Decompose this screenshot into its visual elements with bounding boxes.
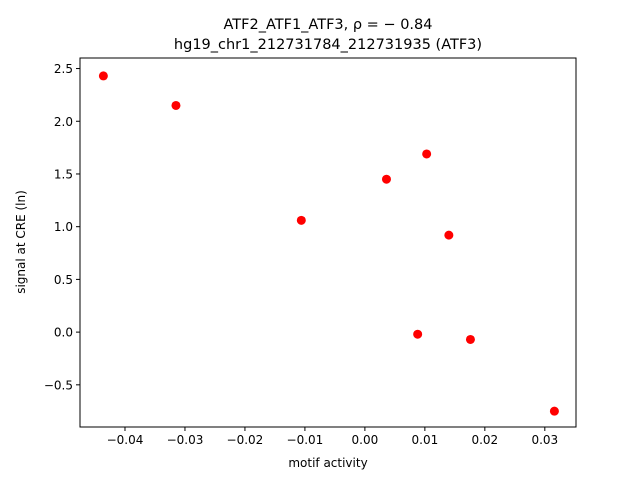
y-tick-label: 2.0 xyxy=(54,115,73,129)
x-axis-ticks: −0.04 −0.03 −0.02 −0.01 0.00 0.01 0.02 0.03 xyxy=(107,427,558,447)
data-point xyxy=(422,149,432,159)
x-tick-label: 0.01 xyxy=(412,433,439,447)
data-point xyxy=(381,174,391,184)
data-point xyxy=(465,334,475,344)
y-tick-label: 0.5 xyxy=(54,273,73,287)
x-tick-label: −0.03 xyxy=(167,433,204,447)
x-tick-label: 0.03 xyxy=(531,433,558,447)
y-axis-label: signal at CRE (ln) xyxy=(14,190,28,294)
y-axis-ticks: −0.5 0.0 0.5 1.0 1.5 2.0 2.5 xyxy=(44,62,80,392)
data-point xyxy=(413,329,423,339)
data-point xyxy=(171,100,181,110)
data-point xyxy=(296,215,306,225)
plot-area-frame xyxy=(79,57,577,428)
data-point xyxy=(549,406,559,416)
x-axis-label: motif activity xyxy=(288,456,367,470)
x-tick-label: −0.01 xyxy=(287,433,324,447)
x-tick-label: −0.04 xyxy=(107,433,144,447)
data-point xyxy=(444,230,454,240)
y-tick-label: 1.0 xyxy=(54,220,73,234)
y-tick-label: 2.5 xyxy=(54,62,73,76)
data-points xyxy=(98,71,559,416)
y-tick-label: 1.5 xyxy=(54,167,73,181)
chart-title-line1: ATF2_ATF1_ATF3, ρ = − 0.84 xyxy=(224,17,433,33)
data-point xyxy=(98,71,108,81)
y-tick-label: −0.5 xyxy=(44,378,73,392)
x-tick-label: −0.02 xyxy=(227,433,264,447)
y-tick-label: 0.0 xyxy=(54,326,73,340)
x-tick-label: 0.00 xyxy=(352,433,379,447)
x-tick-label: 0.02 xyxy=(471,433,498,447)
chart-title-line2: hg19_chr1_212731784_212731935 (ATF3) xyxy=(174,37,482,53)
